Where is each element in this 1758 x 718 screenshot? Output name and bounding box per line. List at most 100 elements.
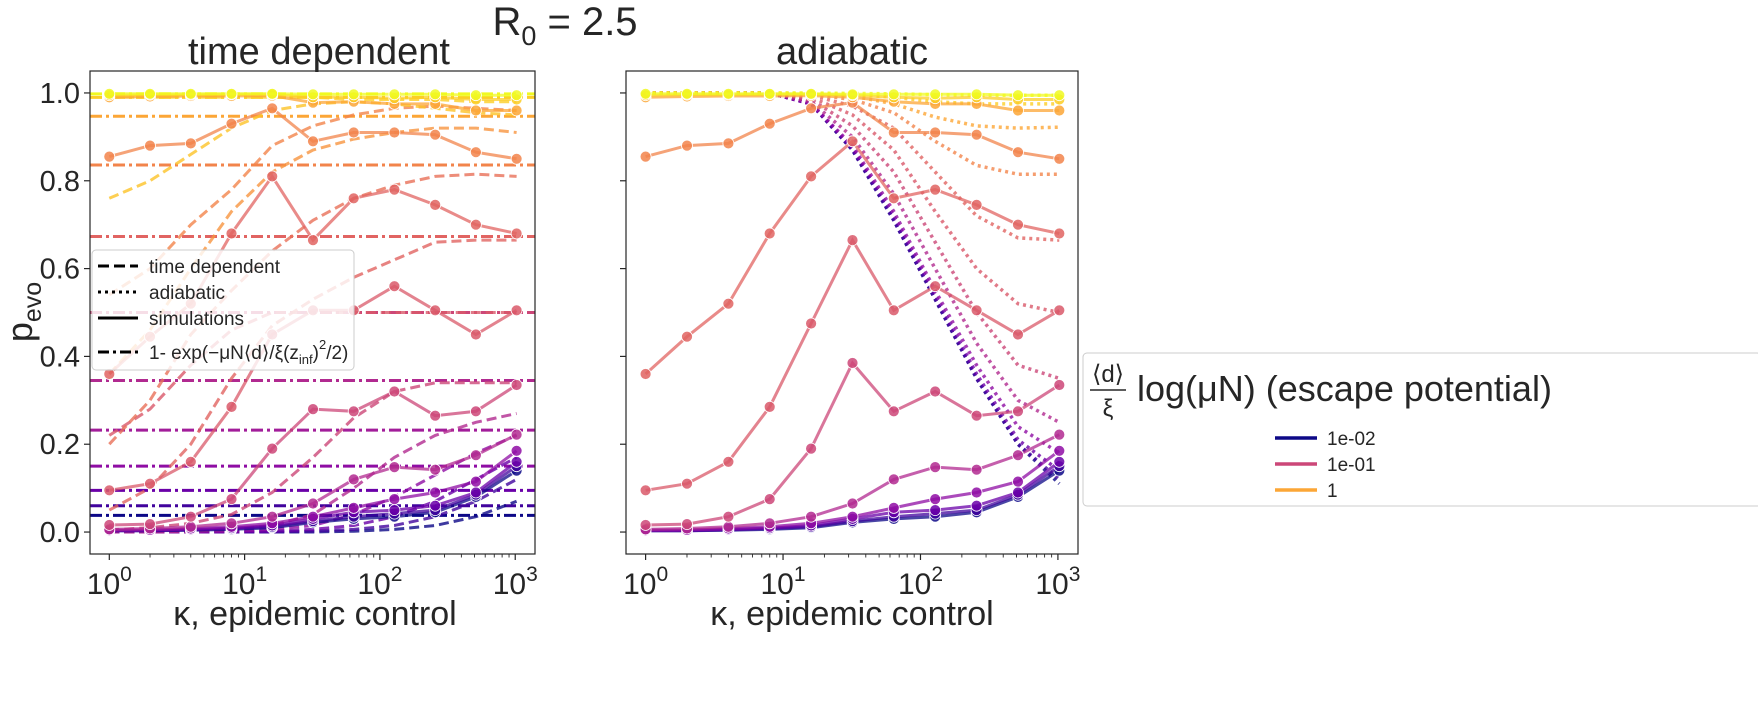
simulation-point-11-1: [681, 87, 693, 100]
simulation-point-3-8: [429, 486, 442, 499]
panel-time-dependent: time dependent 100 101 102 103 0.0 0.2 0.4 0.6 0…: [0, 31, 538, 633]
legend-line-styles: time dependent adiabatic simulations 1- …: [91, 249, 355, 371]
escape-legend-frac-numerator: ⟨d⟩: [1092, 361, 1124, 388]
simulation-point-5-9: [469, 405, 482, 418]
simulation-point-11-3: [763, 87, 776, 100]
suptitle: R0 = 2.5: [492, 0, 637, 51]
simulation-point-6-8: [429, 304, 442, 317]
escape-legend-label: 1e-02: [1327, 429, 1376, 450]
simulation-point-6-7: [388, 280, 401, 293]
simulation-point-5-8: [970, 409, 983, 422]
simulation-point-6-0: [103, 484, 116, 497]
simulation-point-7-5: [846, 135, 859, 148]
simulation-point-5-7: [388, 385, 401, 398]
adiabatic-theory-line-10: [645, 91, 1060, 106]
axes-frame-left: [89, 70, 536, 555]
simulation-point-11-9: [469, 89, 482, 102]
simulation-point-5-10: [510, 379, 523, 391]
ticks-right: 100 101 102 103: [620, 92, 1080, 601]
simulation-point-9-9: [469, 104, 482, 117]
x-tick-label: 100: [87, 563, 132, 601]
simulation-point-5-4: [266, 442, 279, 455]
simulation-point-7-9: [469, 218, 482, 231]
simulation-point-11-6: [347, 88, 360, 101]
simulation-point-7-3: [225, 227, 238, 240]
simulation-point-7-8: [429, 198, 442, 211]
simulation-point-7-4: [266, 170, 279, 183]
simulation-point-11-0: [639, 87, 652, 100]
simulation-point-5-6: [347, 405, 360, 418]
escape-legend-label: 1: [1327, 481, 1338, 502]
simulation-point-6-7: [929, 280, 942, 293]
simulation-point-8-9: [1012, 146, 1024, 159]
simulation-point-8-8: [429, 128, 442, 141]
time-dependent-theory-line-5: [109, 381, 517, 532]
simulation-point-5-1: [144, 518, 156, 530]
simulation-point-7-2: [722, 297, 735, 310]
simulation-point-11-8: [970, 88, 983, 101]
simulation-point-5-0: [639, 519, 652, 531]
simulation-point-8-2: [722, 137, 735, 150]
simulation-point-7-5: [307, 234, 319, 247]
axes-frame-right: [625, 70, 1079, 555]
ticks-left: 100 101 102 103 0.0 0.2 0.4 0.6 0.8 1.0: [40, 78, 538, 601]
simulation-point-8-0: [639, 150, 652, 163]
legend-label-asymptote: 1- exp(−μN⟨d⟩/ξ(zinf)2/2): [149, 337, 348, 367]
simulation-point-4-4: [805, 510, 817, 523]
x-axis-label-right: κ, epidemic control: [710, 595, 993, 633]
simulation-point-7-6: [887, 192, 900, 205]
simulation-point-8-1: [144, 139, 156, 152]
simulation-point-4-6: [347, 473, 360, 486]
simulation-point-6-8: [970, 304, 983, 317]
y-tick-label: 0.2: [40, 429, 80, 461]
x-tick-label: 102: [357, 563, 402, 601]
adiabatic-theory-line-2: [645, 91, 1061, 473]
simulation-point-6-10: [510, 304, 523, 317]
adiabatic-theory-line-5: [645, 91, 1060, 381]
simulation-point-3-10: [1053, 444, 1066, 457]
simulation-point-7-9: [1012, 218, 1024, 231]
simulation-point-5-0: [103, 519, 116, 531]
simulation-point-9-10: [1053, 104, 1066, 117]
simulation-point-11-4: [266, 87, 279, 100]
plot-area-adiabatic: [639, 87, 1066, 537]
simulation-point-4-10: [510, 428, 523, 441]
y-tick-label: 0.4: [40, 341, 80, 373]
simulation-point-8-10: [510, 152, 523, 165]
simulation-point-7-3: [763, 227, 776, 240]
simulation-point-3-9: [469, 475, 482, 488]
simulation-point-6-3: [225, 400, 238, 413]
simulation-point-2-7: [929, 504, 942, 517]
simulation-point-4-3: [225, 517, 238, 530]
simulation-point-3-5: [846, 510, 859, 523]
simulation-point-4-10: [1053, 428, 1066, 441]
legend-label-time-dependent: time dependent: [149, 257, 281, 278]
simulation-point-8-2: [184, 137, 197, 150]
simulation-point-4-9: [1012, 449, 1024, 462]
simulation-point-6-1: [144, 477, 156, 490]
simulation-point-11-2: [184, 87, 197, 100]
simulation-point-2-10: [510, 455, 523, 468]
simulation-point-5-5: [307, 403, 319, 416]
y-tick-label: 1.0: [40, 78, 80, 110]
simulation-point-3-6: [887, 501, 900, 514]
simulation-point-2-9: [469, 486, 482, 499]
y-tick-label: 0.8: [40, 166, 80, 198]
simulation-point-2-10: [1053, 455, 1066, 468]
simulation-point-9-10: [510, 104, 523, 117]
simulation-point-11-0: [103, 87, 116, 100]
simulation-point-4-6: [887, 473, 900, 486]
adiabatic-theory-line-4: [645, 91, 1061, 424]
simulation-point-7-8: [970, 198, 983, 211]
simulation-point-5-5: [846, 357, 859, 369]
simulation-point-6-6: [887, 304, 900, 317]
x-axis-label-left: κ, epidemic control: [173, 595, 456, 633]
simulation-point-3-5: [307, 510, 319, 523]
simulation-point-4-5: [307, 497, 319, 510]
simulation-point-4-9: [469, 449, 482, 462]
simulation-point-11-7: [388, 88, 401, 101]
escape-legend-title: log(μN) (escape potential): [1137, 368, 1552, 409]
simulation-point-11-5: [307, 88, 319, 101]
adiabatic-theory-line-0: [645, 91, 1061, 485]
simulation-point-2-7: [388, 504, 401, 517]
